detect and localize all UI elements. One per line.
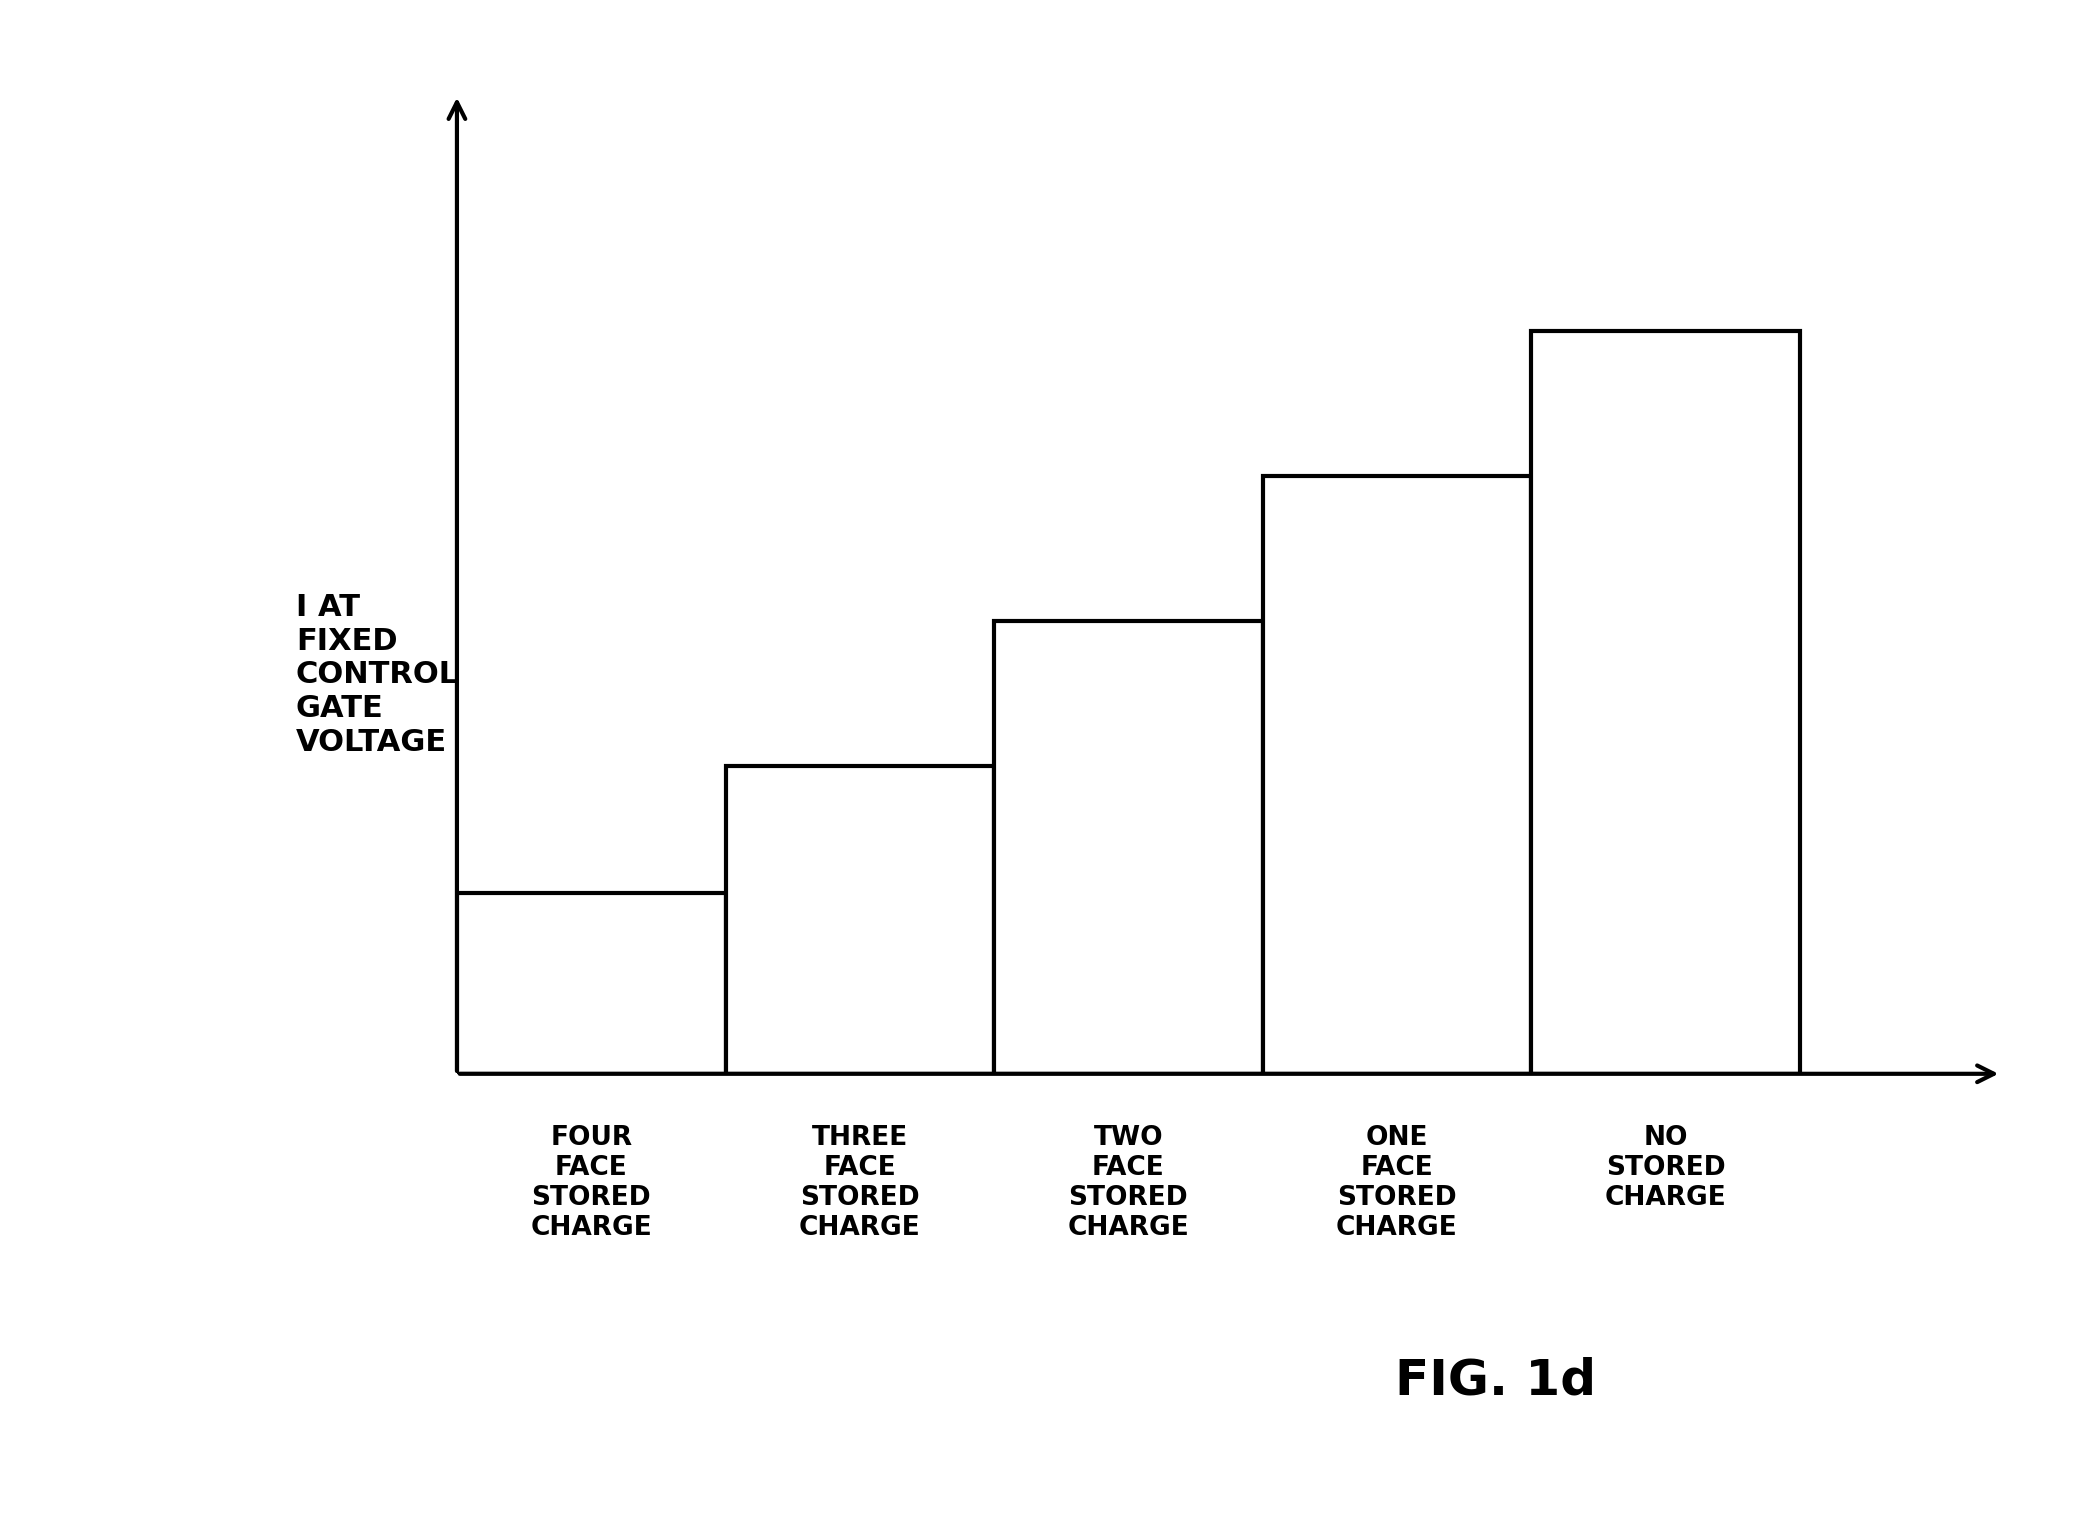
Text: TWO
FACE
STORED
CHARGE: TWO FACE STORED CHARGE [1068,1124,1190,1241]
Bar [1531,330,1801,1074]
Text: I AT
FIXED
CONTROL
GATE
VOLTAGE: I AT FIXED CONTROL GATE VOLTAGE [295,594,459,756]
Text: ONE
FACE
STORED
CHARGE: ONE FACE STORED CHARGE [1336,1124,1458,1241]
Bar [725,765,995,1074]
Text: THREE
FACE
STORED
CHARGE: THREE FACE STORED CHARGE [800,1124,920,1241]
Bar [995,621,1263,1074]
Text: NO
STORED
CHARGE: NO STORED CHARGE [1606,1124,1726,1210]
Bar [1263,476,1531,1074]
Text: FIG. 1d: FIG. 1d [1396,1356,1595,1405]
Text: FOUR
FACE
STORED
CHARGE: FOUR FACE STORED CHARGE [530,1124,652,1241]
Bar [457,893,725,1074]
